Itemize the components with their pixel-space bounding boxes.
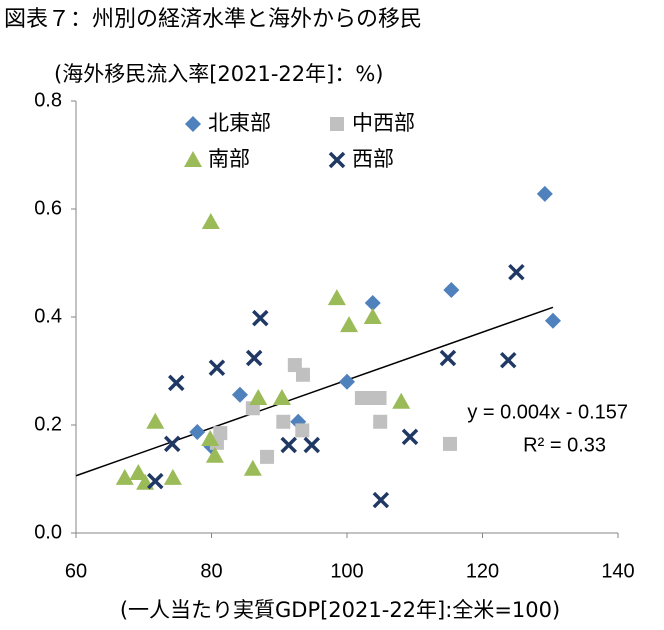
point (443, 282, 460, 298)
legend-label: 北東部 (208, 111, 271, 135)
point (364, 294, 381, 311)
point (201, 212, 220, 229)
point (442, 436, 457, 451)
legend-marker (328, 151, 346, 169)
y-tick-label: 0.6 (34, 197, 62, 219)
y-tick-label: 0.2 (34, 413, 62, 435)
chart-title: 図表７：州別の経済水準と海外からの移民 (4, 7, 422, 32)
legend-marker (184, 151, 202, 167)
legend-marker (330, 117, 344, 131)
point (536, 185, 553, 202)
r-squared: R² = 0.33 (523, 434, 606, 456)
point (163, 435, 181, 453)
point (115, 468, 134, 485)
point (276, 414, 291, 429)
point (373, 414, 388, 429)
point (363, 308, 382, 324)
point (508, 263, 525, 281)
point (205, 446, 224, 463)
point (146, 412, 165, 429)
x-tick-label: 80 (200, 560, 222, 582)
y-tick-label: 0.8 (34, 89, 62, 111)
trendline (75, 306, 554, 477)
point (231, 386, 248, 403)
legend-label: 中西部 (352, 111, 415, 135)
point (280, 436, 297, 454)
point (249, 389, 268, 405)
point (260, 449, 275, 464)
point (372, 491, 390, 509)
point (168, 374, 185, 392)
x-tick-label: 120 (466, 560, 499, 582)
point (439, 349, 457, 367)
point (354, 391, 369, 405)
x-axis-label: (一人当たり実質GDP[2021-22年]:全米=100) (120, 598, 560, 622)
point (327, 289, 346, 306)
legend-label: 南部 (208, 147, 250, 171)
point (339, 373, 355, 390)
legend-marker (185, 116, 201, 132)
point (500, 351, 517, 369)
x-tick-label: 140 (601, 560, 634, 582)
point (189, 424, 206, 441)
legend-label: 西部 (352, 147, 394, 171)
point (201, 430, 220, 447)
point (295, 367, 310, 382)
point (392, 392, 411, 409)
point (243, 459, 262, 476)
point (272, 389, 291, 405)
x-tick-label: 100 (330, 560, 363, 582)
y-tick-label: 0.0 (34, 521, 62, 543)
point (544, 312, 561, 329)
point (252, 309, 269, 327)
point (372, 391, 387, 405)
point (245, 349, 263, 367)
point (295, 423, 310, 438)
point (163, 468, 182, 485)
x-tick-label: 60 (65, 560, 87, 582)
point (208, 359, 226, 376)
point (129, 464, 148, 481)
point (340, 316, 359, 333)
y-tick-label: 0.4 (34, 305, 62, 327)
point (401, 428, 419, 446)
point (303, 436, 321, 454)
y-axis-label: (海外移民流入率[2021-22年]：%) (54, 62, 383, 86)
trend-equation: y = 0.004x - 0.157 (467, 401, 628, 423)
point (147, 472, 164, 490)
